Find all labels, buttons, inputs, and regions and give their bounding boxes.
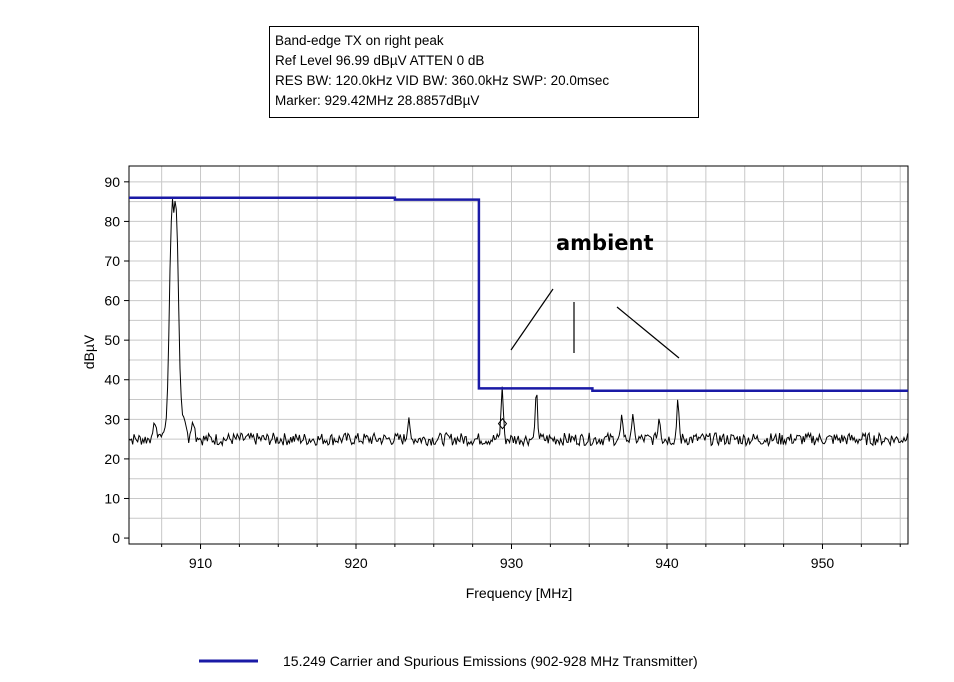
limit-line <box>129 196 908 393</box>
y-axis-label: dBµV <box>81 334 97 369</box>
y-tick-label: 30 <box>104 411 120 427</box>
x-tick-label: 930 <box>500 555 524 571</box>
info-bandwidth: RES BW: 120.0kHz VID BW: 360.0kHz SWP: 2… <box>275 73 610 88</box>
gridlines <box>129 166 908 544</box>
ambient-annotation: ambient <box>556 231 654 255</box>
info-ref-level: Ref Level 96.99 dBµV ATTEN 0 dB <box>275 53 485 68</box>
y-tick-label: 90 <box>104 174 120 190</box>
y-tick-label: 10 <box>104 490 120 506</box>
measured-trace <box>128 199 909 448</box>
x-tick-label: 910 <box>189 555 213 571</box>
x-tick-label: 950 <box>811 555 835 571</box>
series-layer <box>128 196 909 448</box>
info-marker: Marker: 929.42MHz 28.8857dBµV <box>275 93 480 108</box>
y-tick-label: 0 <box>112 530 120 546</box>
x-tick-label: 940 <box>655 555 679 571</box>
x-axis-label: Frequency [MHz] <box>466 585 573 601</box>
legend-label: 15.249 Carrier and Spurious Emissions (9… <box>283 653 698 669</box>
plot-area <box>128 165 909 545</box>
info-title: Band-edge TX on right peak <box>275 33 444 48</box>
y-tick-label: 50 <box>104 332 120 348</box>
analyzer-settings-box: Band-edge TX on right peak Ref Level 96.… <box>269 26 699 118</box>
y-tick-label: 80 <box>104 213 120 229</box>
axes: 910 920 930 940 950 0 10 20 30 40 50 60 70 80 90 <box>104 174 901 571</box>
y-tick-label: 40 <box>104 372 120 388</box>
marker-icon <box>497 417 508 430</box>
ambient-pointer-right <box>616 306 680 359</box>
y-tick-label: 70 <box>104 253 120 269</box>
y-tick-label: 20 <box>104 451 120 467</box>
y-tick-label: 60 <box>104 293 120 309</box>
legend: 15.249 Carrier and Spurious Emissions (9… <box>199 653 698 669</box>
ambient-pointer-left <box>510 288 554 351</box>
x-tick-label: 920 <box>344 555 368 571</box>
ambient-pointer-lines <box>510 288 680 359</box>
